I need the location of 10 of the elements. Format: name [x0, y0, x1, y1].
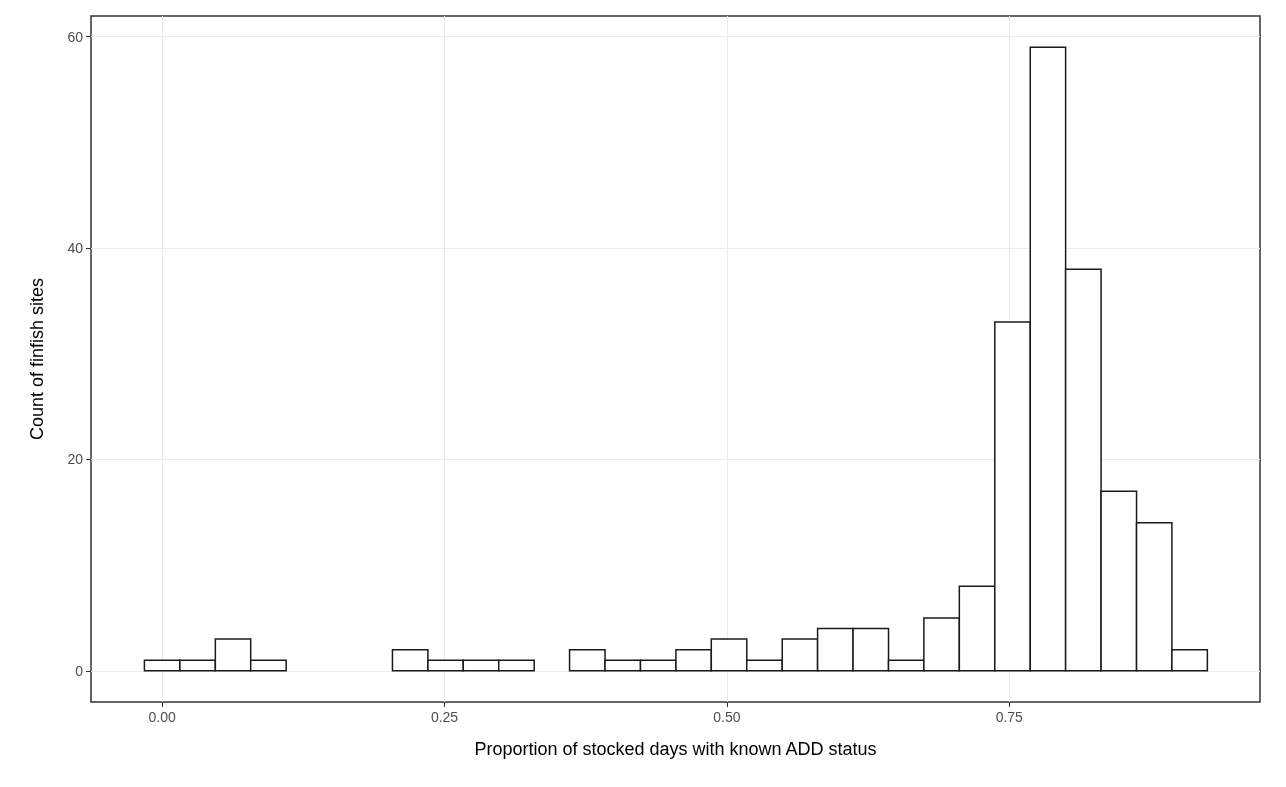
y-tick-label: 40: [67, 240, 84, 257]
y-tick-label: 60: [67, 28, 84, 45]
x-axis-title: Proportion of stocked days with known ADD status: [474, 739, 877, 759]
y-tick-label: 20: [67, 451, 84, 468]
x-tick-label: 0.00: [148, 709, 176, 725]
y-tick-label: 0: [75, 662, 84, 679]
x-tick-label: 0.75: [995, 709, 1024, 725]
x-tick-label: 0.25: [430, 709, 459, 725]
y-axis-title: Count of finfish sites: [27, 277, 47, 441]
x-tick-label: 0.50: [713, 709, 741, 725]
